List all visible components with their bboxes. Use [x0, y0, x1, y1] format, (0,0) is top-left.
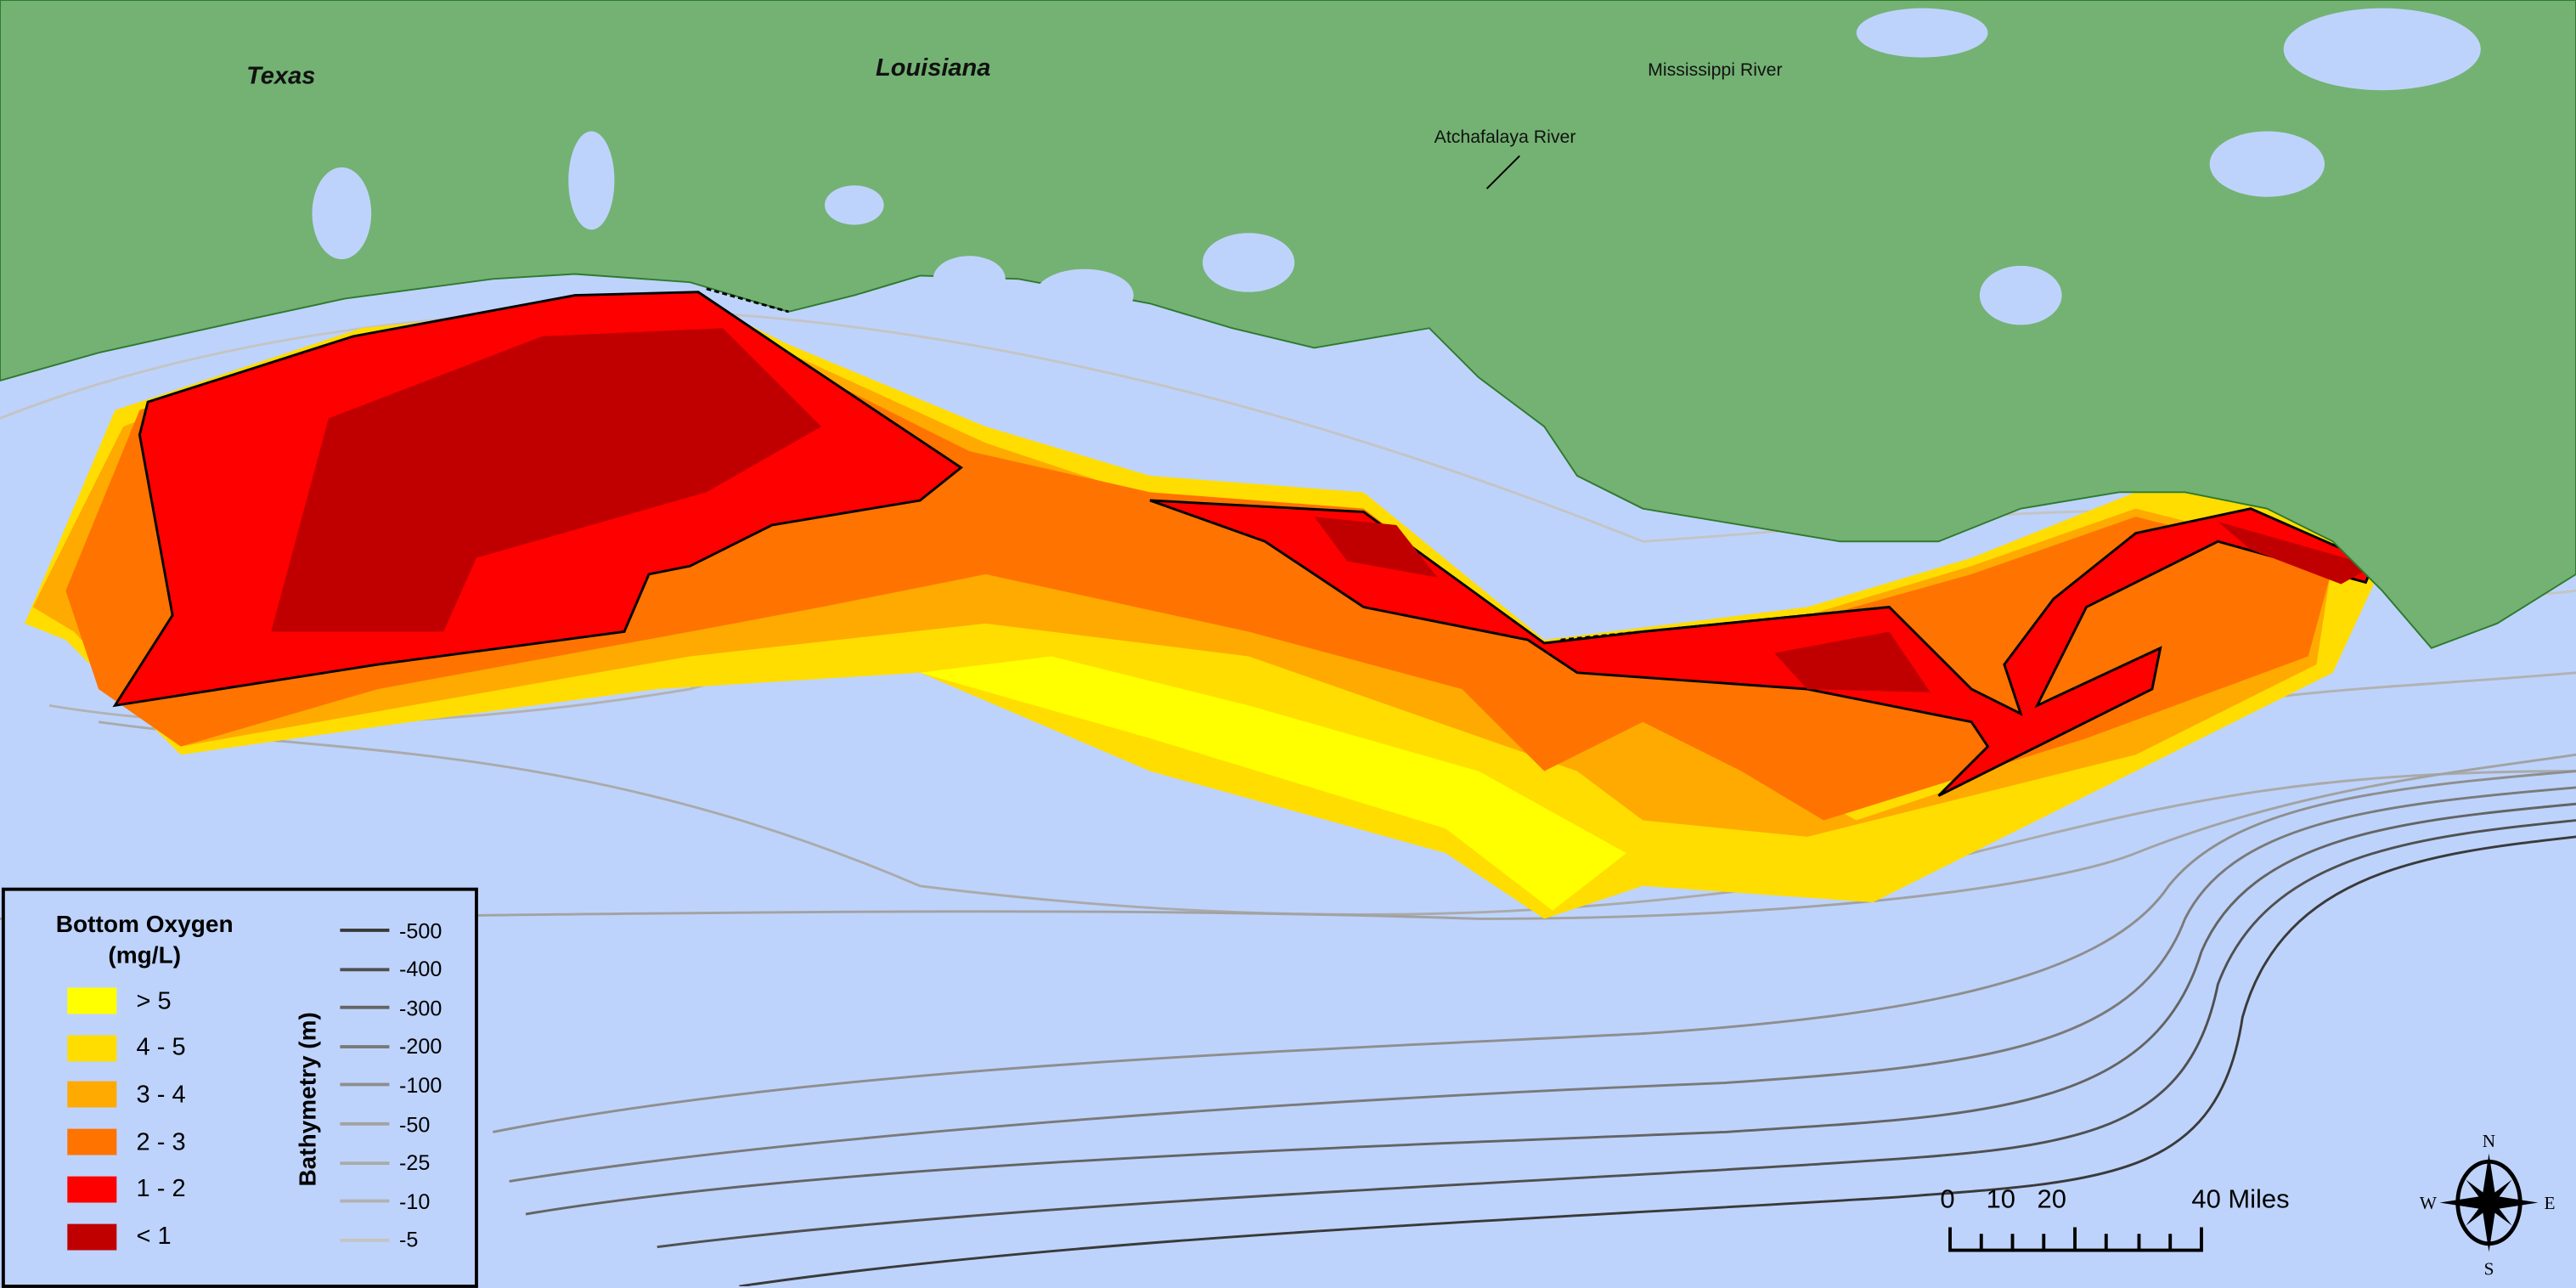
lakes: [312, 8, 2481, 325]
scale-label-10: 10: [1986, 1186, 2016, 1215]
contour-300m: [525, 802, 2576, 1216]
legend-contour-line: [340, 929, 390, 932]
label-atchafalaya-river: Atchafalaya River: [1434, 127, 1576, 148]
legend-contour-line: [340, 1161, 390, 1165]
legend-label: 1 - 2: [136, 1175, 186, 1204]
legend-oxygen-title: Bottom Oxygen (mg/L): [5, 911, 285, 973]
legend-swatch: [67, 1128, 117, 1155]
legend-depth-label: -400: [399, 957, 442, 981]
legend-oxygen-item: 4 - 5: [67, 1033, 186, 1063]
label-mississippi-river: Mississippi River: [1648, 60, 1783, 81]
legend-bathymetry-item: -10: [340, 1189, 431, 1214]
legend-label: 3 - 4: [136, 1081, 186, 1110]
contour-200m: [509, 786, 2576, 1183]
zone-gt-5: [920, 656, 1626, 911]
legend-oxygen-item: 2 - 3: [67, 1127, 186, 1157]
compass-rose-icon: N S E W: [2420, 1131, 2556, 1280]
legend-oxygen-item: > 5: [67, 986, 172, 1016]
legend-label: 2 - 3: [136, 1127, 186, 1156]
legend-contour-line: [340, 1200, 390, 1203]
zone-lt-1: [271, 328, 822, 632]
scale-label-20: 20: [2037, 1186, 2066, 1215]
legend-depth-label: -100: [399, 1072, 442, 1098]
legend-bathymetry-item: -5: [340, 1228, 419, 1253]
legend-label: 4 - 5: [136, 1033, 186, 1062]
zone-1-2: [1149, 499, 2376, 797]
scale-label-0: 0: [1940, 1186, 1955, 1215]
legend-bathymetry-item: -50: [340, 1111, 431, 1137]
legend-swatch: [67, 1034, 117, 1061]
compass-s: S: [2484, 1258, 2494, 1279]
compass-n: N: [2483, 1131, 2495, 1151]
legend-swatch: [67, 987, 117, 1014]
legend-depth-label: -25: [399, 1150, 431, 1175]
legend-contour-line: [340, 967, 390, 971]
legend-swatch: [67, 1082, 117, 1109]
legend-depth-label: -200: [399, 1034, 442, 1059]
zone-lt-1: [1314, 517, 1438, 578]
zone-lt-1: [1774, 631, 1931, 692]
scale-bar: [1948, 1227, 2203, 1252]
zone-lt-1: [2218, 522, 2375, 585]
bottom-oxygen-zones: [25, 291, 2382, 919]
legend-oxygen-item: < 1: [67, 1222, 172, 1251]
legend-bathymetry-item: -300: [340, 995, 442, 1020]
oxygen-title: Bottom Oxygen: [55, 912, 234, 939]
legend-swatch: [67, 1176, 117, 1203]
legend-contour-line: [340, 1083, 390, 1087]
boundary-dashed: [706, 287, 789, 314]
legend-bathymetry-item: -100: [340, 1072, 442, 1098]
contour-100m: [493, 770, 2576, 1133]
legend-depth-label: -10: [399, 1189, 431, 1214]
oxygen-unit: (mg/L): [108, 943, 182, 970]
legend-bathymetry-item: -500: [340, 918, 442, 943]
contour-400m: [657, 819, 2576, 1249]
scale-label-40-miles: 40 Miles: [2191, 1186, 2290, 1215]
boundary-dashed: [1560, 606, 1890, 641]
contour-25m: [98, 720, 2576, 916]
legend-depth-label: -500: [399, 918, 442, 943]
legend-contour-line: [340, 1044, 390, 1048]
bathymetry-title: Bathymetry (m): [296, 1012, 323, 1187]
legend-contour-line: [340, 1238, 390, 1242]
contour-500m: [739, 835, 2576, 1286]
legend-depth-label: -300: [399, 995, 442, 1020]
legend-label: < 1: [136, 1222, 172, 1251]
legend-bathymetry-item: -200: [340, 1034, 442, 1059]
legend-contour-line: [340, 1121, 390, 1126]
legend-depth-label: -50: [399, 1111, 431, 1137]
label-texas: Texas: [246, 62, 316, 91]
land-louisiana-texas: [0, 0, 2576, 649]
legend-oxygen-item: 3 - 4: [67, 1080, 186, 1110]
legend-swatch: [67, 1223, 117, 1250]
legend-oxygen-item: 1 - 2: [67, 1174, 186, 1204]
contour-50m: [0, 753, 2576, 920]
compass-e: E: [2545, 1193, 2556, 1213]
legend-contour-line: [340, 1006, 390, 1010]
legend-bathymetry-item: -25: [340, 1150, 431, 1175]
legend-depth-label: -5: [399, 1228, 419, 1253]
legend-label: > 5: [136, 986, 172, 1015]
atchafalaya-leader-line: [1485, 155, 1520, 189]
label-louisiana: Louisiana: [875, 54, 991, 82]
compass-w: W: [2420, 1193, 2438, 1213]
legend-bathymetry-item: -400: [340, 957, 442, 981]
